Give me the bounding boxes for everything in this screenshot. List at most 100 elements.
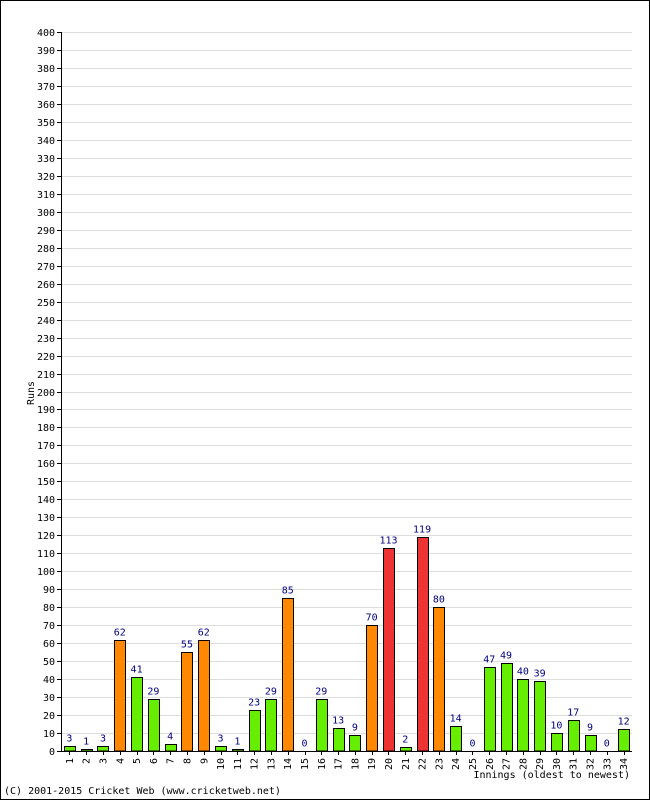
x-tick-label: 11 bbox=[233, 758, 244, 770]
bar bbox=[64, 746, 76, 752]
y-tick-label: 400 bbox=[37, 28, 55, 39]
bar-value-label: 13 bbox=[332, 716, 344, 727]
bar-value-label: 85 bbox=[282, 586, 294, 597]
x-tick-label: 12 bbox=[250, 758, 261, 770]
y-tick-label: 320 bbox=[37, 172, 55, 183]
bar-value-label: 70 bbox=[366, 613, 378, 624]
y-tick-label: 20 bbox=[43, 711, 55, 722]
bar bbox=[534, 681, 546, 752]
y-tick-label: 310 bbox=[37, 190, 55, 201]
bar bbox=[316, 699, 328, 752]
bar bbox=[517, 679, 529, 752]
x-tick-label: 10 bbox=[216, 758, 227, 770]
x-tick-label: 24 bbox=[451, 758, 462, 770]
bar bbox=[131, 677, 143, 752]
axes bbox=[61, 32, 632, 752]
x-tick-label: 29 bbox=[535, 758, 546, 770]
bar bbox=[114, 640, 126, 752]
bar-value-label: 39 bbox=[534, 669, 546, 680]
bar-value-label: 0 bbox=[604, 739, 610, 750]
bar-value-label: 113 bbox=[379, 536, 397, 547]
x-tick-label: 9 bbox=[199, 758, 210, 764]
bar bbox=[333, 728, 345, 752]
y-tick-label: 120 bbox=[37, 531, 55, 542]
y-tick-label: 40 bbox=[43, 675, 55, 686]
y-axis-ticks: 0 10 20 30 40 50 60 70 80 90 100 110 120 130 140 150 160… bbox=[37, 28, 61, 758]
y-tick-label: 30 bbox=[43, 693, 55, 704]
x-tick-label: 30 bbox=[552, 758, 563, 770]
copyright-notice: (C) 2001-2015 Cricket Web (www.cricketwe… bbox=[4, 786, 281, 797]
y-tick-label: 270 bbox=[37, 262, 55, 273]
bar bbox=[232, 749, 244, 752]
bar bbox=[282, 598, 294, 752]
x-tick-label: 20 bbox=[384, 758, 395, 770]
y-tick-label: 180 bbox=[37, 423, 55, 434]
bar bbox=[484, 667, 496, 752]
y-tick-label: 100 bbox=[37, 567, 55, 578]
x-tick-label: 4 bbox=[115, 758, 126, 764]
x-tick-label: 28 bbox=[518, 758, 529, 770]
bar-value-label: 10 bbox=[550, 721, 562, 732]
bar-value-label: 4 bbox=[167, 732, 173, 743]
y-tick-label: 110 bbox=[37, 549, 55, 560]
y-tick-label: 390 bbox=[37, 46, 55, 57]
bar-value-label: 62 bbox=[198, 628, 210, 639]
x-tick-label: 14 bbox=[283, 758, 294, 770]
x-tick-label: 8 bbox=[182, 758, 193, 764]
y-tick-label: 0 bbox=[49, 747, 55, 758]
y-tick-label: 300 bbox=[37, 208, 55, 219]
bar-value-label: 49 bbox=[500, 651, 512, 662]
y-tick-label: 250 bbox=[37, 298, 55, 309]
x-tick-label: 25 bbox=[468, 758, 479, 770]
bar bbox=[265, 699, 277, 752]
x-tick-label: 32 bbox=[586, 758, 597, 770]
bar-value-label: 29 bbox=[265, 687, 277, 698]
y-tick-label: 140 bbox=[37, 495, 55, 506]
bar bbox=[383, 548, 395, 752]
bar bbox=[433, 607, 445, 752]
x-tick-label: 6 bbox=[149, 758, 160, 764]
y-axis-label: Runs bbox=[26, 381, 37, 405]
bar bbox=[585, 735, 597, 752]
x-axis-ticks: 1 2 3 4 5 6 7 8 9 10 11 12 13 14 15 16 17 18 19 20 21 22 23 24 2… bbox=[65, 751, 630, 770]
bar-value-label: 23 bbox=[248, 698, 260, 709]
bar-value-label: 119 bbox=[413, 525, 431, 536]
bar-value-label: 3 bbox=[100, 734, 106, 745]
y-tick-label: 130 bbox=[37, 513, 55, 524]
x-tick-label: 19 bbox=[367, 758, 378, 770]
bar-value-label: 1 bbox=[83, 737, 89, 748]
bar-value-label: 12 bbox=[618, 717, 630, 728]
bar-value-label: 2 bbox=[402, 735, 408, 746]
y-tick-label: 90 bbox=[43, 585, 55, 596]
bar bbox=[568, 720, 580, 752]
bar bbox=[366, 625, 378, 752]
bar bbox=[181, 652, 193, 752]
bar-value-label: 29 bbox=[147, 687, 159, 698]
x-tick-label: 26 bbox=[485, 758, 496, 770]
bar bbox=[417, 537, 429, 752]
y-tick-label: 200 bbox=[37, 388, 55, 399]
y-tick-label: 240 bbox=[37, 316, 55, 327]
x-tick-label: 15 bbox=[300, 758, 311, 770]
bar-value-label: 62 bbox=[114, 628, 126, 639]
y-tick-label: 280 bbox=[37, 244, 55, 255]
bar-value-label: 80 bbox=[433, 595, 445, 606]
bar-value-label: 1 bbox=[234, 737, 240, 748]
bar-value-label: 3 bbox=[66, 734, 72, 745]
y-tick-label: 70 bbox=[43, 621, 55, 632]
bar-value-label: 9 bbox=[587, 723, 593, 734]
x-tick-label: 34 bbox=[619, 758, 630, 770]
bar bbox=[165, 744, 177, 752]
y-tick-label: 290 bbox=[37, 226, 55, 237]
y-tick-label: 160 bbox=[37, 459, 55, 470]
bar bbox=[148, 699, 160, 752]
y-tick-label: 50 bbox=[43, 657, 55, 668]
y-tick-label: 330 bbox=[37, 154, 55, 165]
bar-value-label: 14 bbox=[450, 714, 462, 725]
x-tick-label: 18 bbox=[350, 758, 361, 770]
x-tick-label: 17 bbox=[334, 758, 345, 770]
x-tick-label: 13 bbox=[266, 758, 277, 770]
